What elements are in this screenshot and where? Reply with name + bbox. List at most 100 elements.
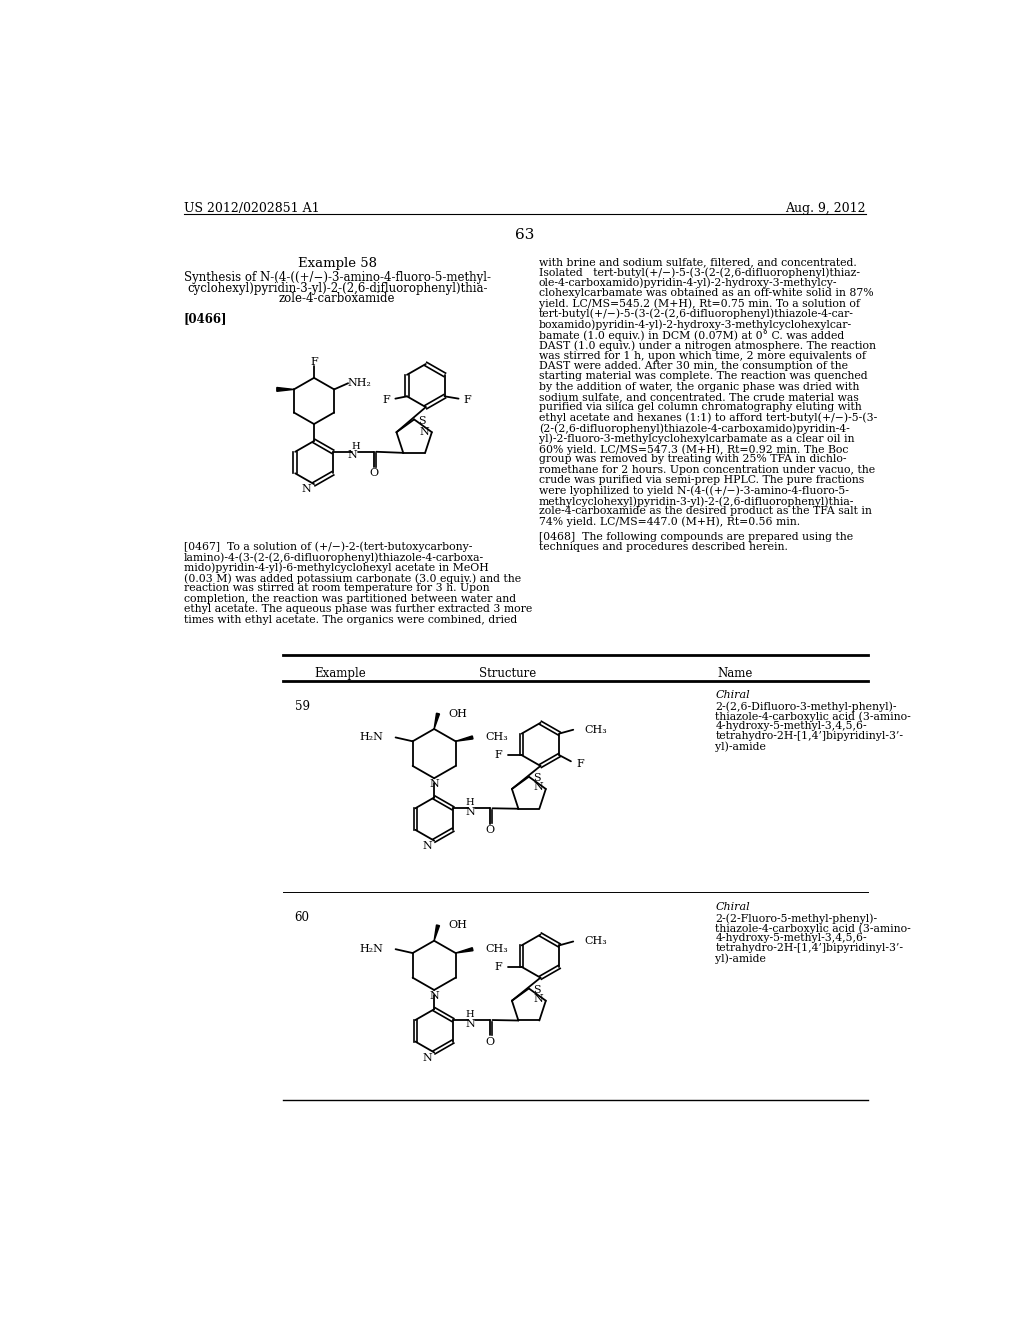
Text: 74% yield. LC/MS=447.0 (M+H), Rt=0.56 min.: 74% yield. LC/MS=447.0 (M+H), Rt=0.56 mi… <box>539 517 800 528</box>
Text: N: N <box>534 994 544 1005</box>
Text: H: H <box>466 799 474 808</box>
Text: N: N <box>420 428 429 437</box>
Text: US 2012/0202851 A1: US 2012/0202851 A1 <box>183 202 319 215</box>
Text: OH: OH <box>449 709 467 718</box>
Text: S: S <box>532 774 541 783</box>
Text: (0.03 M) was added potassium carbonate (3.0 equiv.) and the: (0.03 M) was added potassium carbonate (… <box>183 573 521 583</box>
Text: zole-4-carboxamide as the desired product as the TFA salt in: zole-4-carboxamide as the desired produc… <box>539 507 871 516</box>
Text: N: N <box>429 779 439 789</box>
Text: [0467]  To a solution of (+/−)-2-(tert-butoxycarbony-: [0467] To a solution of (+/−)-2-(tert-bu… <box>183 543 472 553</box>
Text: yl)-amide: yl)-amide <box>716 742 766 752</box>
Text: Aug. 9, 2012: Aug. 9, 2012 <box>785 202 866 215</box>
Text: S: S <box>418 416 426 426</box>
Text: N: N <box>465 807 475 817</box>
Text: F: F <box>382 395 390 405</box>
Text: 4-hydroxy-5-methyl-3,4,5,6-: 4-hydroxy-5-methyl-3,4,5,6- <box>716 933 867 942</box>
Text: methylcyclohexyl)pyridin-3-yl)-2-(2,6-difluorophenyl)thia-: methylcyclohexyl)pyridin-3-yl)-2-(2,6-di… <box>539 496 854 507</box>
Text: bamate (1.0 equiv.) in DCM (0.07M) at 0° C. was added: bamate (1.0 equiv.) in DCM (0.07M) at 0°… <box>539 330 844 341</box>
Text: F: F <box>310 358 317 367</box>
Text: tert-butyl(+/−)-5-(3-(2-(2,6-difluorophenyl)thiazole-4-car-: tert-butyl(+/−)-5-(3-(2-(2,6-difluorophe… <box>539 309 854 319</box>
Text: were lyophilized to yield N-(4-((+/−)-3-amino-4-fluoro-5-: were lyophilized to yield N-(4-((+/−)-3-… <box>539 486 849 496</box>
Text: O: O <box>485 825 495 834</box>
Text: O: O <box>370 469 379 478</box>
Text: F: F <box>577 759 584 770</box>
Polygon shape <box>456 737 473 742</box>
Text: lamino)-4-(3-(2-(2,6-difluorophenyl)thiazole-4-carboxa-: lamino)-4-(3-(2-(2,6-difluorophenyl)thia… <box>183 552 484 562</box>
Text: ole-4-carboxamido)pyridin-4-yl)-2-hydroxy-3-methylcy-: ole-4-carboxamido)pyridin-4-yl)-2-hydrox… <box>539 277 838 288</box>
Text: F: F <box>495 962 503 972</box>
Text: starting material was complete. The reaction was quenched: starting material was complete. The reac… <box>539 371 867 381</box>
Text: Structure: Structure <box>479 667 537 680</box>
Text: was stirred for 1 h, upon which time, 2 more equivalents of: was stirred for 1 h, upon which time, 2 … <box>539 351 865 360</box>
Text: ethyl acetate. The aqueous phase was further extracted 3 more: ethyl acetate. The aqueous phase was fur… <box>183 605 532 614</box>
Text: 59: 59 <box>295 700 309 713</box>
Text: Name: Name <box>717 667 753 680</box>
Text: NH₂: NH₂ <box>347 379 371 388</box>
Polygon shape <box>456 948 473 953</box>
Text: techniques and procedures described herein.: techniques and procedures described here… <box>539 543 787 552</box>
Text: mido)pyridin-4-yl)-6-methylcyclohexyl acetate in MeOH: mido)pyridin-4-yl)-6-methylcyclohexyl ac… <box>183 562 488 573</box>
Text: F: F <box>463 395 471 405</box>
Text: Example: Example <box>314 667 366 680</box>
Text: O: O <box>485 1036 495 1047</box>
Text: N: N <box>347 450 357 459</box>
Text: F: F <box>495 750 503 760</box>
Text: [0466]: [0466] <box>183 313 227 326</box>
Text: thiazole-4-carboxylic acid (3-amino-: thiazole-4-carboxylic acid (3-amino- <box>716 711 911 722</box>
Text: Chiral: Chiral <box>716 903 750 912</box>
Text: CH₃: CH₃ <box>485 944 508 954</box>
Text: tetrahydro-2H-[1,4’]bipyridinyl-3’-: tetrahydro-2H-[1,4’]bipyridinyl-3’- <box>716 731 903 742</box>
Polygon shape <box>276 388 294 391</box>
Text: zole-4-carboxamide: zole-4-carboxamide <box>279 293 395 305</box>
Text: N: N <box>422 1053 432 1063</box>
Text: S: S <box>532 985 541 995</box>
Text: DAST were added. After 30 min, the consumption of the: DAST were added. After 30 min, the consu… <box>539 360 848 371</box>
Text: clohexylcarbamate was obtained as an off-white solid in 87%: clohexylcarbamate was obtained as an off… <box>539 288 873 298</box>
Text: H₂N: H₂N <box>359 733 383 742</box>
Text: CH₃: CH₃ <box>585 725 607 735</box>
Text: purified via silica gel column chromatography eluting with: purified via silica gel column chromatog… <box>539 403 861 412</box>
Text: H₂N: H₂N <box>359 944 383 954</box>
Text: 60% yield. LC/MS=547.3 (M+H), Rt=0.92 min. The Boc: 60% yield. LC/MS=547.3 (M+H), Rt=0.92 mi… <box>539 444 848 454</box>
Text: OH: OH <box>449 920 467 931</box>
Text: yl)-2-fluoro-3-methylcyclohexylcarbamate as a clear oil in: yl)-2-fluoro-3-methylcyclohexylcarbamate… <box>539 434 854 445</box>
Text: times with ethyl acetate. The organics were combined, dried: times with ethyl acetate. The organics w… <box>183 615 517 624</box>
Text: 60: 60 <box>295 911 309 924</box>
Polygon shape <box>434 925 439 941</box>
Text: N: N <box>422 841 432 851</box>
Text: Synthesis of N-(4-((+/−)-3-amino-4-fluoro-5-methyl-: Synthesis of N-(4-((+/−)-3-amino-4-fluor… <box>183 271 490 284</box>
Text: yield. LC/MS=545.2 (M+H), Rt=0.75 min. To a solution of: yield. LC/MS=545.2 (M+H), Rt=0.75 min. T… <box>539 298 860 309</box>
Text: N: N <box>429 991 439 1001</box>
Text: 63: 63 <box>515 227 535 242</box>
Text: by the addition of water, the organic phase was dried with: by the addition of water, the organic ph… <box>539 381 859 392</box>
Text: H: H <box>351 442 359 451</box>
Text: reaction was stirred at room temperature for 3 h. Upon: reaction was stirred at room temperature… <box>183 583 489 594</box>
Text: boxamido)pyridin-4-yl)-2-hydroxy-3-methylcyclohexylcar-: boxamido)pyridin-4-yl)-2-hydroxy-3-methy… <box>539 319 852 330</box>
Text: Example 58: Example 58 <box>298 257 377 271</box>
Text: CH₃: CH₃ <box>585 936 607 946</box>
Text: 4-hydroxy-5-methyl-3,4,5,6-: 4-hydroxy-5-methyl-3,4,5,6- <box>716 721 867 731</box>
Text: N: N <box>465 1019 475 1028</box>
Text: group was removed by treating with 25% TFA in dichlo-: group was removed by treating with 25% T… <box>539 454 846 465</box>
Text: H: H <box>466 1010 474 1019</box>
Text: romethane for 2 hours. Upon concentration under vacuo, the: romethane for 2 hours. Upon concentratio… <box>539 465 874 475</box>
Text: thiazole-4-carboxylic acid (3-amino-: thiazole-4-carboxylic acid (3-amino- <box>716 923 911 933</box>
Text: 2-(2,6-Difluoro-3-methyl-phenyl)-: 2-(2,6-Difluoro-3-methyl-phenyl)- <box>716 701 897 711</box>
Text: N: N <box>302 483 311 494</box>
Text: (2-(2,6-difluorophenyl)thiazole-4-carboxamido)pyridin-4-: (2-(2,6-difluorophenyl)thiazole-4-carbox… <box>539 424 850 434</box>
Text: Chiral: Chiral <box>716 690 750 701</box>
Text: Isolated   tert-butyl(+/−)-5-(3-(2-(2,6-difluorophenyl)thiaz-: Isolated tert-butyl(+/−)-5-(3-(2-(2,6-di… <box>539 268 860 279</box>
Polygon shape <box>434 713 439 729</box>
Text: sodium sulfate, and concentrated. The crude material was: sodium sulfate, and concentrated. The cr… <box>539 392 858 403</box>
Text: 2-(2-Fluoro-5-methyl-phenyl)-: 2-(2-Fluoro-5-methyl-phenyl)- <box>716 913 878 924</box>
Text: with brine and sodium sulfate, filtered, and concentrated.: with brine and sodium sulfate, filtered,… <box>539 257 856 267</box>
Text: ethyl acetate and hexanes (1:1) to afford tert-butyl(+/−)-5-(3-: ethyl acetate and hexanes (1:1) to affor… <box>539 413 877 424</box>
Text: completion, the reaction was partitioned between water and: completion, the reaction was partitioned… <box>183 594 516 603</box>
Text: yl)-amide: yl)-amide <box>716 953 766 964</box>
Text: tetrahydro-2H-[1,4’]bipyridinyl-3’-: tetrahydro-2H-[1,4’]bipyridinyl-3’- <box>716 942 903 953</box>
Text: N: N <box>534 783 544 792</box>
Text: [0468]  The following compounds are prepared using the: [0468] The following compounds are prepa… <box>539 532 853 541</box>
Text: DAST (1.0 equiv.) under a nitrogen atmosphere. The reaction: DAST (1.0 equiv.) under a nitrogen atmos… <box>539 341 876 351</box>
Text: CH₃: CH₃ <box>485 733 508 742</box>
Text: crude was purified via semi-prep HPLC. The pure fractions: crude was purified via semi-prep HPLC. T… <box>539 475 864 486</box>
